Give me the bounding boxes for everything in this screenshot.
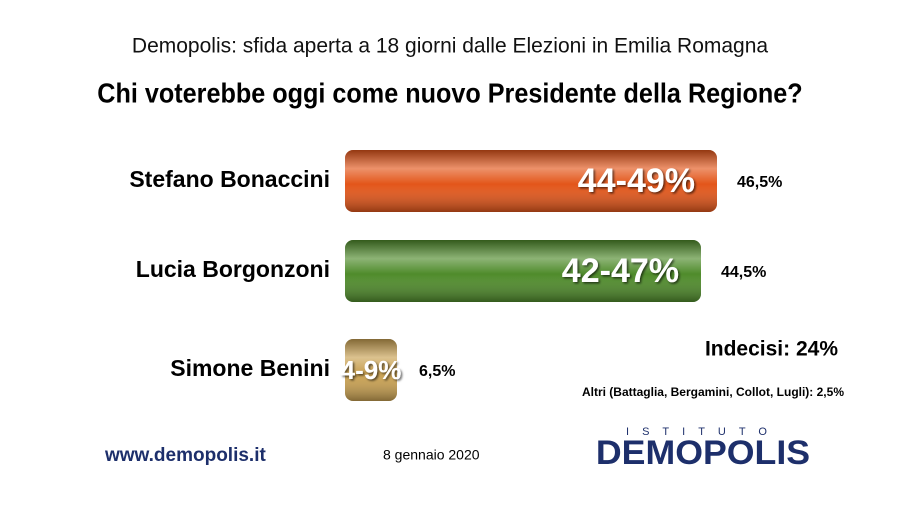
category-label: Lucia Borgonzoni: [136, 256, 330, 282]
value-label: 6,5%: [419, 363, 455, 380]
value-label: 46,5%: [737, 174, 782, 191]
value-label: 44,5%: [721, 264, 766, 281]
category-label: Simone Benini: [170, 355, 330, 381]
chart-subtitle: Chi voterebbe oggi come nuovo Presidente…: [97, 77, 802, 109]
website: www.demopolis.it: [104, 445, 266, 466]
bar-shine: [345, 339, 397, 401]
annotation: Altri (Battaglia, Bergamini, Collot, Lug…: [582, 385, 844, 399]
category-label: Stefano Bonaccini: [129, 166, 330, 192]
range-label: 42-47%: [562, 252, 679, 290]
chart-title: Demopolis: sfida aperta a 18 giorni dall…: [132, 35, 768, 58]
date: 8 gennaio 2020: [383, 447, 480, 463]
logo-top: ISTITUTO: [626, 426, 780, 438]
logo: DEMOPOLIS: [596, 434, 810, 472]
annotation: Indecisi: 24%: [705, 338, 838, 361]
bar-shine: [345, 150, 717, 212]
range-label: 4-9%: [341, 355, 402, 385]
range-label: 44-49%: [578, 162, 695, 200]
bar-shine: [345, 240, 701, 302]
